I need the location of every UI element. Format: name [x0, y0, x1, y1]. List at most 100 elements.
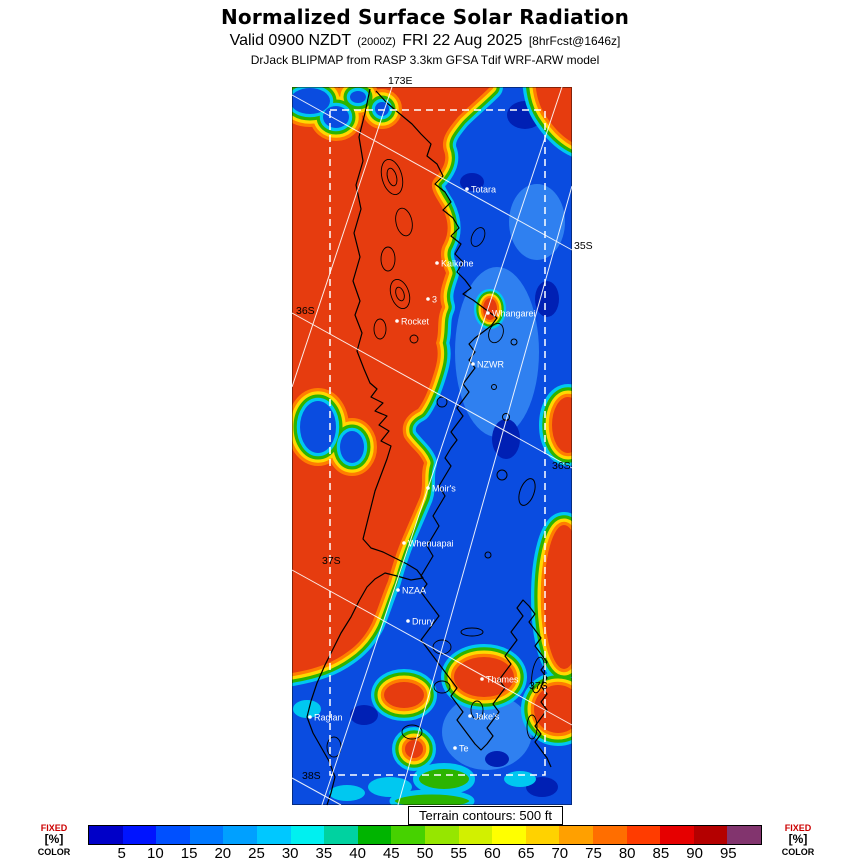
colorbar-tick-label: 35 — [315, 845, 333, 862]
colorbar-segment — [156, 826, 190, 844]
colorbar-segment — [592, 826, 627, 844]
colorbar-segment — [324, 826, 358, 844]
place-marker — [465, 187, 469, 191]
place-label: Drury — [412, 617, 434, 627]
colorbar-tick-label: 20 — [214, 845, 232, 862]
colorbar-tick-label: 60 — [484, 845, 501, 862]
colorbar-tick-label: 55 — [450, 845, 468, 862]
colorbar-segment — [660, 826, 694, 844]
valid-forecast: [8hrFcst@1646z] — [528, 34, 621, 48]
meridian-line-173e — [291, 86, 393, 388]
valid-utc: (2000Z) — [357, 36, 396, 48]
colorbar-tick-label: 5 — [117, 845, 126, 862]
colorbar-tick-label: 30 — [281, 845, 299, 862]
place-marker — [471, 362, 475, 366]
solar-radiation-map: 173E 35S 36S 36S 37S 37S 38S Totara Kaikohe 3 Rock… — [291, 75, 593, 806]
cool-patches — [293, 700, 536, 805]
grid-label-38s: 38S — [302, 770, 321, 782]
grid-label-35s: 35S — [574, 240, 593, 252]
place-marker — [426, 486, 430, 490]
terrain-contour-rings — [326, 158, 545, 758]
valid-date: FRI 22 Aug 2025 — [402, 32, 523, 49]
colorbar-tick-label: 80 — [618, 845, 636, 862]
grid-label-36s: 36S — [296, 305, 315, 317]
colorbar-ticks: 5 10 15 20 25 30 35 40 45 50 55 60 65 70 75 80 85 90 95 — [88, 845, 762, 862]
colorbar-segment — [189, 826, 224, 844]
place-marker — [395, 319, 399, 323]
colorbar-tick-label: 65 — [517, 845, 535, 862]
coastline-west — [306, 88, 424, 806]
place-label: Kaikohe — [441, 259, 474, 269]
colorbar-segment — [559, 826, 593, 844]
grid-label-37s: 37S — [322, 555, 341, 567]
place-label: Thames — [486, 675, 519, 685]
place-marker — [308, 715, 312, 719]
colorbar-segments — [88, 825, 762, 845]
title-block: Normalized Surface Solar Radiation Valid… — [0, 5, 850, 67]
percent-label: [%] — [788, 832, 808, 847]
colorbar-tick-label: 10 — [147, 845, 164, 862]
colorbar-tick-label: 50 — [416, 845, 434, 862]
place-label: 3 — [432, 295, 437, 305]
latitude-line-37s — [291, 569, 573, 726]
terrain-note-box: Terrain contours: 500 ft — [408, 806, 563, 825]
colorbar-tick-label: 90 — [686, 845, 703, 862]
place-label: Totara — [471, 185, 496, 195]
map-frame — [292, 87, 572, 805]
grid-label-37s: 37S — [529, 680, 548, 692]
color-label: COLOR — [37, 847, 71, 858]
colorbar-segment — [525, 826, 560, 844]
colorbar-tick-label: 70 — [551, 845, 569, 862]
colorbar-tick-label: 40 — [349, 845, 366, 862]
colorbar-segment — [727, 826, 761, 844]
place-marker — [426, 297, 430, 301]
colorbar-segment — [458, 826, 493, 844]
map-labels-layer: 173E 35S 36S 36S 37S 37S 38S Totara Kaikohe 3 Rock… — [296, 75, 593, 782]
place-label: Moir's — [432, 484, 456, 494]
place-marker — [480, 677, 484, 681]
colorbar-segment — [122, 826, 157, 844]
colorbar-tick-label: 25 — [248, 845, 265, 862]
colorbar-segment — [290, 826, 325, 844]
grid-label-36s: 36S — [552, 460, 571, 472]
place-label: Te — [459, 744, 469, 754]
place-label: Raglan — [314, 713, 343, 723]
colorbar-segment — [256, 826, 291, 844]
grid-label-173e: 173E — [388, 75, 413, 87]
place-marker — [406, 619, 410, 623]
model-domain-dashed-box — [329, 109, 546, 776]
coastline-layer — [306, 88, 552, 806]
place-marker — [396, 588, 400, 592]
colorbar-tick-label: 85 — [652, 845, 670, 862]
colorbar-tick-label: 75 — [585, 845, 602, 862]
colorbar-segment — [626, 826, 661, 844]
valid-prefix: Valid 0900 NZDT — [229, 32, 351, 49]
fixed-label: FIXED — [40, 823, 68, 833]
place-label: NZAA — [402, 586, 426, 596]
colorbar-segment — [492, 826, 526, 844]
figure-title: Normalized Surface Solar Radiation — [220, 5, 630, 29]
colorbar-segment — [357, 826, 392, 844]
place-label: NZWR — [477, 360, 504, 370]
percent-label: [%] — [44, 832, 64, 847]
dark-blue-patches — [350, 101, 559, 797]
colorbar-tick-label: 45 — [382, 845, 400, 862]
place-label: Whangarei — [492, 309, 536, 319]
colorbar-left-label: FIXED [%] COLOR — [24, 823, 84, 857]
place-label: Rocket — [401, 317, 430, 327]
colorbar-segment — [391, 826, 425, 844]
colorbar-right-label: FIXED [%] COLOR — [768, 823, 828, 857]
place-marker — [486, 311, 490, 315]
colorbar-segment — [223, 826, 257, 844]
color-label: COLOR — [781, 847, 815, 858]
graticule-lines — [291, 86, 573, 806]
model-line: DrJack BLIPMAP from RASP 3.3km GFSA Tdif… — [250, 53, 600, 67]
meridian-line-b — [397, 185, 573, 806]
latitude-line-36s — [291, 312, 573, 469]
colorbar-segment — [693, 826, 728, 844]
place-marker — [468, 714, 472, 718]
colorbar: 5 10 15 20 25 30 35 40 45 50 55 60 65 70 75 80 85 90 95 — [88, 825, 762, 862]
place-label: Whenuapai — [408, 539, 454, 549]
colorbar-segment — [424, 826, 459, 844]
